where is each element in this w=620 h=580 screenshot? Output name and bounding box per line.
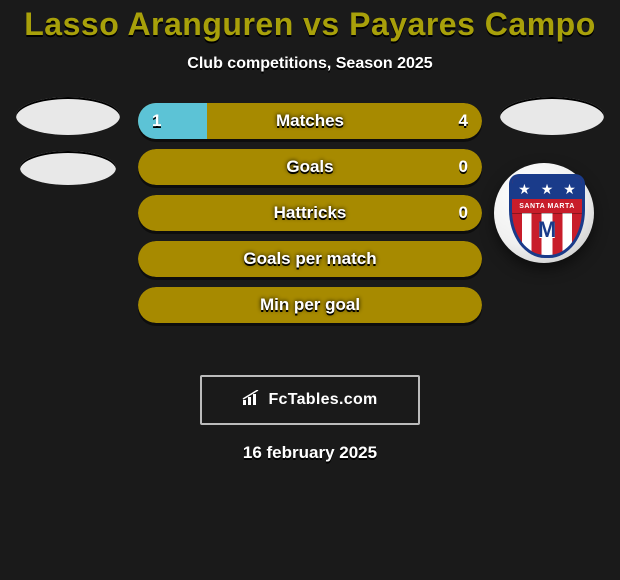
player-right-column: ★ ★ ★ SANTA MARTA M	[492, 103, 612, 135]
page-subtitle: Club competitions, Season 2025	[0, 55, 620, 73]
crest-shield: ★ ★ ★ SANTA MARTA M	[509, 174, 585, 258]
stat-value-right: 0	[445, 195, 482, 231]
star-icon: ★	[541, 182, 554, 196]
stat-row: Hattricks0	[138, 195, 482, 231]
player-left-column	[8, 103, 128, 185]
watermark-text: FcTables.com	[268, 391, 377, 409]
stat-label: Goals per match	[138, 241, 482, 277]
stat-value-right: 4	[445, 103, 482, 139]
stat-label: Min per goal	[138, 287, 482, 323]
stat-row: Goals per match	[138, 241, 482, 277]
stat-label: Matches	[138, 103, 482, 139]
crest-letter: M	[512, 217, 582, 243]
date-label: 16 february 2025	[0, 443, 620, 463]
crest-band: SANTA MARTA	[510, 199, 584, 213]
player-left-avatar-2	[20, 151, 116, 185]
player-left-avatar-1	[16, 97, 120, 135]
crest-top: ★ ★ ★	[512, 177, 582, 201]
stat-value-right: 0	[445, 149, 482, 185]
star-icon: ★	[563, 182, 576, 196]
stats-area: ★ ★ ★ SANTA MARTA M Matches14Goals0Hattr…	[0, 103, 620, 353]
star-icon: ★	[518, 182, 531, 196]
stat-row: Matches1 4	[138, 103, 482, 139]
stat-row: Min per goal	[138, 287, 482, 323]
stat-value-left: 1	[138, 103, 175, 139]
stat-label: Hattricks	[138, 195, 482, 231]
stat-row: Goals0	[138, 149, 482, 185]
watermark: FcTables.com	[200, 375, 420, 425]
chart-icon	[242, 390, 262, 411]
comparison-infographic: Lasso Aranguren vs Payares Campo Club co…	[0, 0, 620, 580]
player-right-avatar	[500, 97, 604, 135]
stat-bars: Matches14Goals0Hattricks0Goals per match…	[138, 103, 482, 323]
page-title: Lasso Aranguren vs Payares Campo	[0, 0, 620, 43]
club-crest: ★ ★ ★ SANTA MARTA M	[494, 163, 594, 263]
stat-label: Goals	[138, 149, 482, 185]
